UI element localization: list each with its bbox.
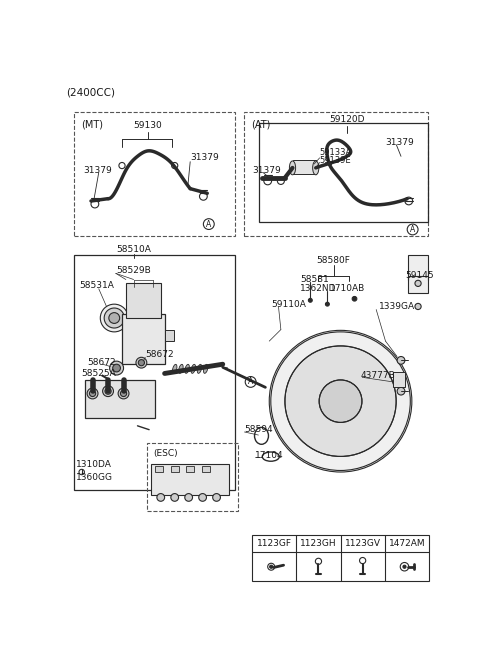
Text: 59120D: 59120D xyxy=(329,115,364,124)
Circle shape xyxy=(100,304,128,332)
Text: 58580F: 58580F xyxy=(317,256,350,265)
Text: 58510A: 58510A xyxy=(116,245,151,254)
Text: 58525A: 58525A xyxy=(82,369,117,378)
Text: 58531A: 58531A xyxy=(79,281,114,290)
Text: 58672: 58672 xyxy=(145,350,174,360)
Circle shape xyxy=(213,494,220,501)
Text: 43777B: 43777B xyxy=(360,371,396,380)
Circle shape xyxy=(136,358,147,368)
Circle shape xyxy=(308,298,312,302)
Circle shape xyxy=(319,380,362,422)
Circle shape xyxy=(199,494,206,501)
Bar xyxy=(408,255,428,293)
Text: 58672: 58672 xyxy=(87,358,116,367)
Circle shape xyxy=(415,303,421,309)
Circle shape xyxy=(403,565,406,568)
Circle shape xyxy=(269,330,412,472)
Circle shape xyxy=(397,356,405,364)
Ellipse shape xyxy=(312,161,319,175)
Text: 1472AM: 1472AM xyxy=(388,539,425,548)
Text: 58529B: 58529B xyxy=(116,266,151,275)
Text: 59130: 59130 xyxy=(133,121,162,130)
Text: 1710AB: 1710AB xyxy=(330,284,365,293)
Text: 31379: 31379 xyxy=(190,153,219,163)
Circle shape xyxy=(118,388,129,399)
Ellipse shape xyxy=(191,364,195,373)
Bar xyxy=(171,466,179,472)
Circle shape xyxy=(352,297,357,301)
Circle shape xyxy=(397,387,405,395)
Ellipse shape xyxy=(197,364,202,373)
Bar xyxy=(252,535,429,582)
Circle shape xyxy=(109,361,123,375)
Ellipse shape xyxy=(289,161,296,175)
Text: 17104: 17104 xyxy=(255,451,284,459)
Bar xyxy=(126,284,161,318)
Bar xyxy=(165,330,174,341)
Circle shape xyxy=(103,386,113,397)
Bar xyxy=(122,314,165,364)
Text: 58594: 58594 xyxy=(244,425,273,434)
Circle shape xyxy=(325,302,329,306)
Text: 59110A: 59110A xyxy=(271,299,306,309)
Circle shape xyxy=(87,388,98,399)
Text: 31379: 31379 xyxy=(83,166,112,175)
Text: 1360GG: 1360GG xyxy=(75,473,112,482)
Bar xyxy=(202,466,210,472)
Text: 31379: 31379 xyxy=(385,138,414,147)
Circle shape xyxy=(185,494,192,501)
Bar xyxy=(156,466,163,472)
Text: (ESC): (ESC) xyxy=(153,449,178,458)
Circle shape xyxy=(104,308,124,328)
Text: 59145: 59145 xyxy=(405,271,433,280)
Bar xyxy=(74,255,235,490)
Text: 1123GF: 1123GF xyxy=(257,539,292,548)
Ellipse shape xyxy=(179,364,183,373)
Text: 1339GA: 1339GA xyxy=(379,302,415,311)
Circle shape xyxy=(157,494,165,501)
Text: 31379: 31379 xyxy=(252,166,281,175)
Circle shape xyxy=(89,391,96,397)
Text: (2400CC): (2400CC) xyxy=(66,87,115,97)
Text: (MT): (MT) xyxy=(81,120,103,130)
Circle shape xyxy=(270,565,273,568)
Text: (AT): (AT) xyxy=(251,120,270,130)
Ellipse shape xyxy=(204,364,208,373)
Text: 1123GV: 1123GV xyxy=(345,539,381,548)
Bar xyxy=(259,123,428,222)
Bar xyxy=(74,112,235,237)
Text: 59139E: 59139E xyxy=(320,156,351,165)
Text: 58581: 58581 xyxy=(300,275,329,284)
Circle shape xyxy=(120,391,127,397)
Circle shape xyxy=(113,364,120,372)
Text: 1362ND: 1362ND xyxy=(300,284,337,293)
Bar xyxy=(393,372,405,387)
Bar xyxy=(152,464,229,495)
Circle shape xyxy=(109,313,120,323)
Circle shape xyxy=(415,280,421,286)
Circle shape xyxy=(138,360,144,366)
Text: A: A xyxy=(410,225,415,234)
Bar xyxy=(85,379,155,418)
Circle shape xyxy=(105,388,111,394)
Ellipse shape xyxy=(185,364,189,373)
Text: A: A xyxy=(248,377,253,387)
Bar xyxy=(292,160,316,174)
Bar xyxy=(147,443,238,510)
Ellipse shape xyxy=(172,364,177,373)
Bar xyxy=(244,112,428,237)
Circle shape xyxy=(171,494,179,501)
Circle shape xyxy=(285,346,396,457)
Bar xyxy=(186,466,194,472)
Text: 1310DA: 1310DA xyxy=(75,460,111,469)
Text: 1123GH: 1123GH xyxy=(300,539,337,548)
Text: 59133A: 59133A xyxy=(320,148,352,157)
Text: A: A xyxy=(206,219,211,229)
